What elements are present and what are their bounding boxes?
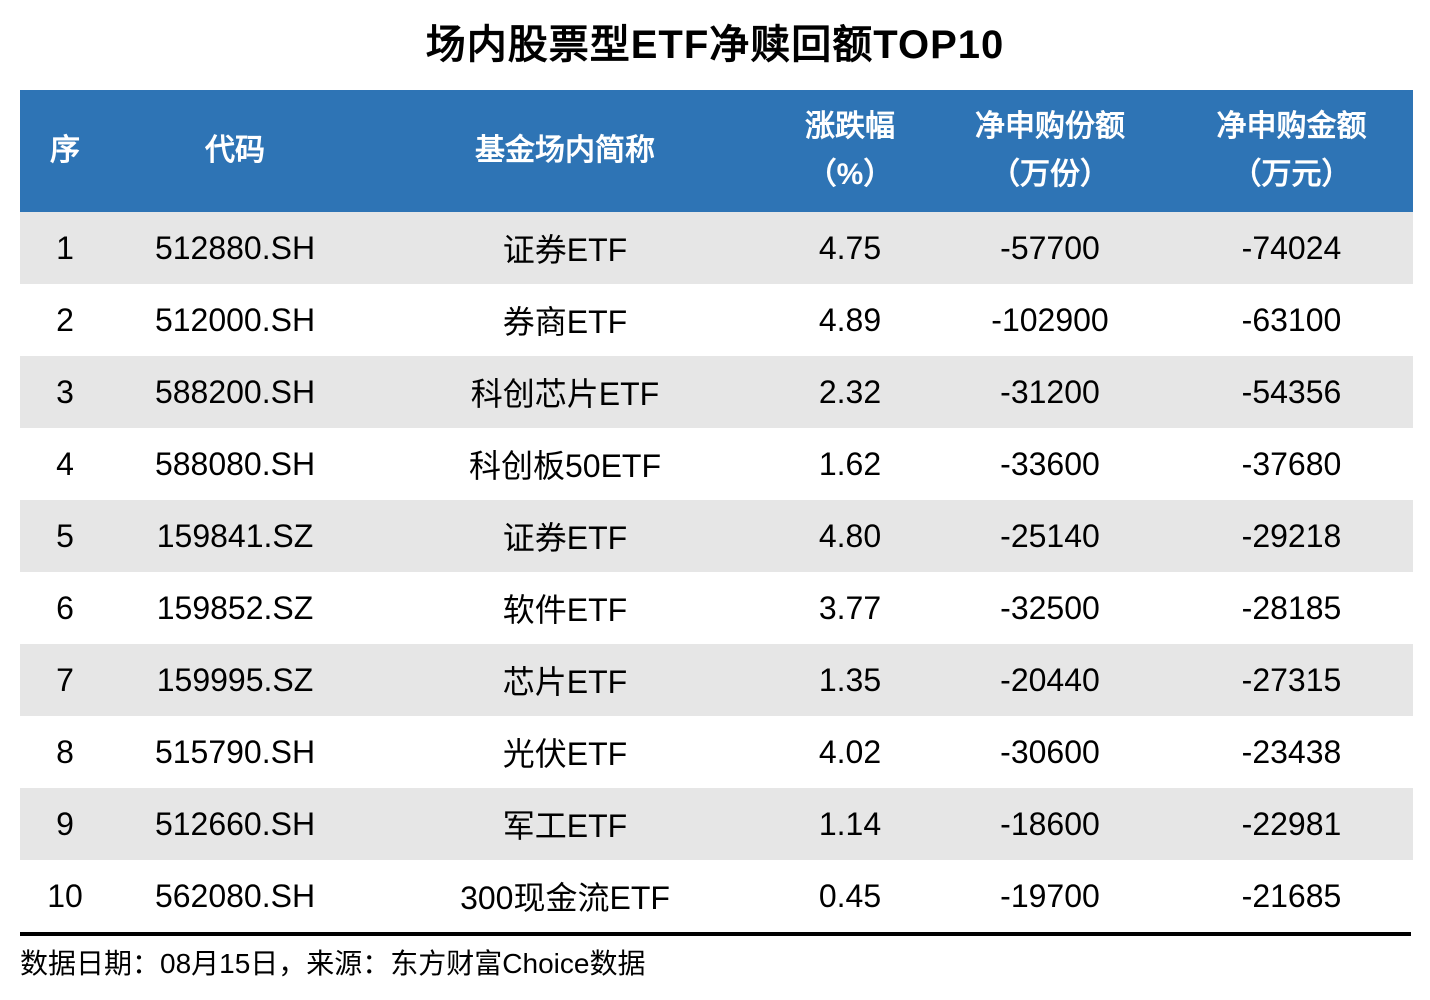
table-header: 序 代码 基金场内简称 涨跌幅 （%） 净申购份额 （万份） 净申购金额 （万元）: [20, 90, 1413, 212]
table-cell: 515790.SH: [154, 733, 316, 770]
etf-redemption-table: 序 代码 基金场内简称 涨跌幅 （%） 净申购份额 （万份） 净申购金额 （万元） 1 51288…: [20, 90, 1413, 932]
table-cell: -30600: [1000, 733, 1100, 770]
header-cell: 代码: [205, 134, 265, 167]
table-cell: -102900: [991, 301, 1109, 338]
table-row: 10 562080.SH 300现金流ETF 0.45 -19700 -21685: [20, 860, 1413, 932]
table-cell: 3: [56, 373, 74, 410]
table-cell: 芯片ETF: [502, 664, 628, 700]
table-cell: 159995.SZ: [156, 661, 314, 698]
data-source-note: 数据日期：08月15日，来源：东方财富Choice数据: [20, 948, 646, 979]
table-cell: 159852.SZ: [156, 589, 314, 626]
table-row: 3 588200.SH 科创芯片ETF 2.32 -31200 -54356: [20, 356, 1413, 428]
table-cell: 6: [56, 589, 74, 626]
footer-divider: [20, 932, 1411, 936]
table-cell: -54356: [1241, 373, 1342, 410]
table-cell: 562080.SH: [154, 877, 316, 914]
table-cell: -28185: [1241, 589, 1342, 626]
table-cell: 券商ETF: [502, 304, 628, 340]
table-cell: 4: [56, 445, 74, 482]
page-title: 场内股票型ETF净赎回额TOP10: [425, 23, 1005, 67]
table-cell: -22981: [1241, 805, 1342, 842]
table-row: 1 512880.SH 证券ETF 4.75 -57700 -74024: [20, 212, 1413, 284]
table-cell: 科创芯片ETF: [470, 376, 660, 412]
table-cell: 证券ETF: [502, 520, 628, 556]
header-cell: 涨跌幅 （%）: [805, 110, 895, 191]
table-cell: 1: [56, 229, 74, 266]
table-cell: -74024: [1241, 229, 1342, 266]
table-cell: -33600: [1000, 445, 1100, 482]
table-cell: -20440: [1000, 661, 1100, 698]
table-cell: 科创板50ETF: [468, 448, 662, 484]
table-cell: 10: [47, 877, 83, 914]
table-row: 4 588080.SH 科创板50ETF 1.62 -33600 -37680: [20, 428, 1413, 500]
table-cell: 光伏ETF: [502, 736, 628, 772]
table-body: 1 512880.SH 证券ETF 4.75 -57700 -74024 2 512000.S…: [20, 212, 1413, 932]
table-cell: 军工ETF: [502, 808, 628, 844]
table-cell: 1.62: [818, 445, 882, 482]
header-cell: 净申购份额 （万份）: [975, 110, 1125, 191]
table-cell: 4.80: [818, 517, 882, 554]
table-cell: -32500: [1000, 589, 1100, 626]
table-cell: 9: [56, 805, 74, 842]
table-cell: 588200.SH: [154, 373, 316, 410]
table-cell: 7: [56, 661, 74, 698]
table-row: 2 512000.SH 券商ETF 4.89 -102900 -63100: [20, 284, 1413, 356]
table-cell: -19700: [1000, 877, 1100, 914]
header-cell: 净申购金额 （万元）: [1216, 110, 1367, 191]
table-cell: 512000.SH: [154, 301, 316, 338]
table-row: 5 159841.SZ 证券ETF 4.80 -25140 -29218: [20, 500, 1413, 572]
table-cell: 2.32: [818, 373, 882, 410]
table-cell: -31200: [1000, 373, 1100, 410]
table-cell: 3.77: [818, 589, 882, 626]
table-cell: 1.14: [818, 805, 882, 842]
table-cell: -18600: [1000, 805, 1100, 842]
table-row: 9 512660.SH 军工ETF 1.14 -18600 -22981: [20, 788, 1413, 860]
table-cell: -23438: [1241, 733, 1342, 770]
table-cell: 4.75: [818, 229, 882, 266]
table-cell: -27315: [1241, 661, 1342, 698]
table-row: 7 159995.SZ 芯片ETF 1.35 -20440 -27315: [20, 644, 1413, 716]
header-cell: 基金场内简称: [475, 134, 655, 167]
table-cell: 2: [56, 301, 74, 338]
table-cell: 软件ETF: [502, 592, 628, 628]
header-cell: 序: [50, 134, 80, 167]
table-cell: 512660.SH: [154, 805, 316, 842]
table-cell: 5: [56, 517, 74, 554]
table-cell: -29218: [1241, 517, 1342, 554]
table-cell: 512880.SH: [154, 229, 316, 266]
table-row: 6 159852.SZ 软件ETF 3.77 -32500 -28185: [20, 572, 1413, 644]
table-cell: 8: [56, 733, 74, 770]
table-cell: -37680: [1241, 445, 1342, 482]
table-cell: 588080.SH: [154, 445, 316, 482]
table-cell: -21685: [1241, 877, 1342, 914]
table-cell: 159841.SZ: [156, 517, 314, 554]
table-cell: -63100: [1241, 301, 1342, 338]
table-cell: -25140: [1000, 517, 1100, 554]
table-cell: -57700: [1000, 229, 1100, 266]
table-cell: 4.02: [818, 733, 882, 770]
table-row: 8 515790.SH 光伏ETF 4.02 -30600 -23438: [20, 716, 1413, 788]
table-cell: 0.45: [818, 877, 882, 914]
table-cell: 1.35: [818, 661, 882, 698]
table-cell: 证券ETF: [502, 232, 628, 268]
table-cell: 4.89: [818, 301, 882, 338]
table-cell: 300现金流ETF: [460, 880, 670, 916]
